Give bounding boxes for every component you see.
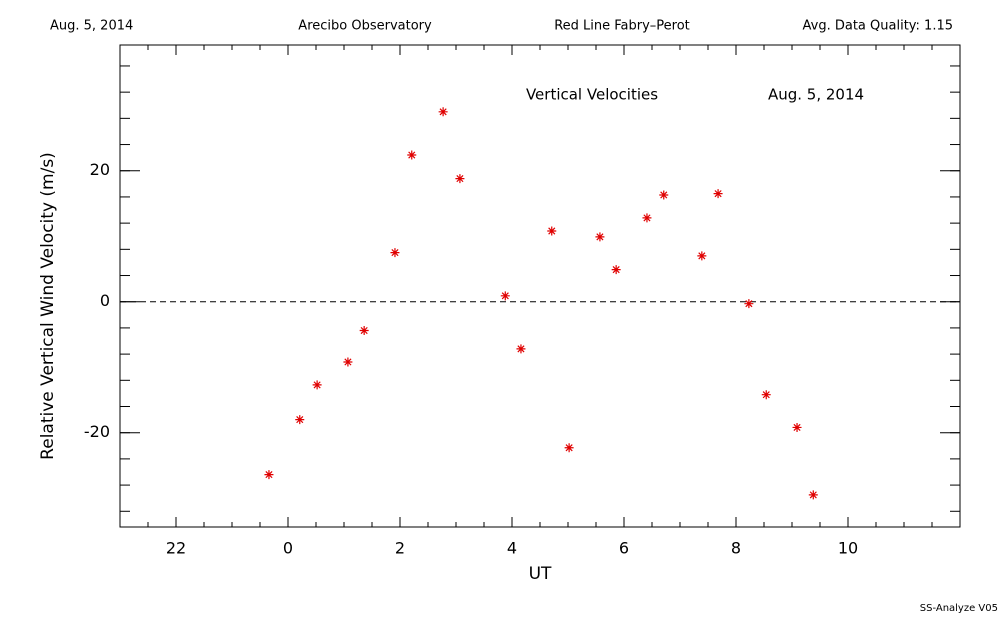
x-tick-label: 6 <box>619 539 629 558</box>
point <box>792 422 802 432</box>
point <box>808 490 818 500</box>
x-axis-label: UT <box>529 564 552 584</box>
point <box>697 251 707 261</box>
point <box>659 190 669 200</box>
header-quality: Avg. Data Quality: 1.15 <box>803 19 953 34</box>
annotation: Aug. 5, 2014 <box>768 86 864 104</box>
point <box>595 232 605 242</box>
header-site: Arecibo Observatory <box>298 19 432 34</box>
x-tick-label: 4 <box>507 539 517 558</box>
y-tick-label: -20 <box>84 422 110 441</box>
point <box>312 380 322 390</box>
point <box>611 265 621 275</box>
header-date: Aug. 5, 2014 <box>50 19 133 34</box>
point <box>390 248 400 258</box>
point <box>744 299 754 309</box>
point <box>359 326 369 336</box>
point <box>516 344 526 354</box>
point <box>455 174 465 184</box>
point <box>564 443 574 453</box>
x-tick-label: 0 <box>283 539 293 558</box>
header-instrument: Red Line Fabry–Perot <box>554 19 690 34</box>
point <box>343 357 353 367</box>
point <box>713 189 723 199</box>
x-tick-label: 22 <box>166 539 186 558</box>
point <box>642 213 652 223</box>
plot-frame <box>119 44 961 528</box>
annotation: Vertical Velocities <box>526 86 658 104</box>
footer: SS-Analyze V05 <box>920 603 998 614</box>
y-tick-label: 20 <box>90 160 110 179</box>
x-tick-label: 10 <box>838 539 858 558</box>
point <box>264 470 274 480</box>
y-tick-label: 0 <box>100 291 110 310</box>
point <box>407 150 417 160</box>
y-axis-label: Relative Vertical Wind Velocity (m/s) <box>38 152 58 460</box>
point <box>761 390 771 400</box>
x-tick-label: 2 <box>395 539 405 558</box>
point <box>438 107 448 117</box>
point <box>295 415 305 425</box>
x-tick-label: 8 <box>731 539 741 558</box>
point <box>500 291 510 301</box>
point <box>547 226 557 236</box>
